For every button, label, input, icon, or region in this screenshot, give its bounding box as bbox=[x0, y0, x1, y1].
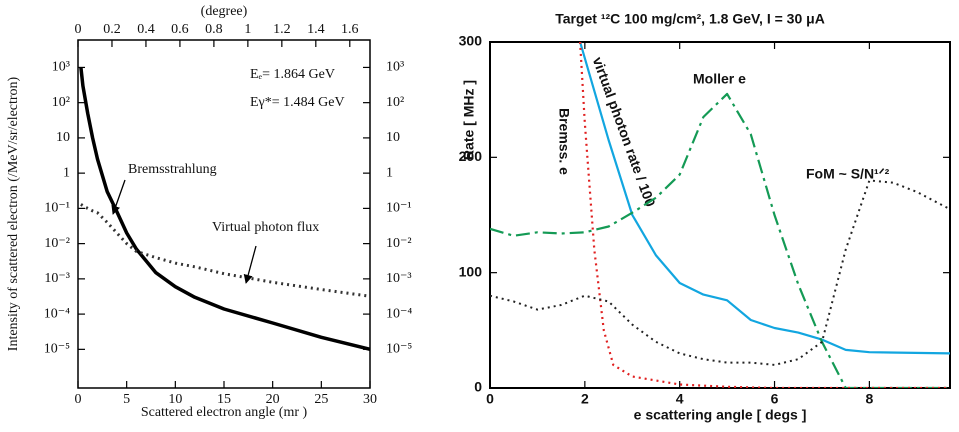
x-tick-label: 4 bbox=[676, 391, 684, 407]
x-axis-title: Scattered electron angle (mr ) bbox=[141, 405, 308, 420]
right-chart: 0 2 4 6 8 0 100 200 300 Target ¹²C 100 mg/cm², 1.… bbox=[459, 11, 951, 423]
x-tick-label: 5 bbox=[123, 392, 130, 407]
x2-tick-label: 0.2 bbox=[103, 22, 121, 37]
plot-frame bbox=[489, 41, 951, 389]
series-line bbox=[579, 42, 950, 355]
x2-tick-label: 0.4 bbox=[137, 22, 155, 37]
chart-title: Target ¹²C 100 mg/cm², 1.8 GeV, I = 30 μ… bbox=[555, 11, 825, 27]
y-tick-label-right: 10⁻¹ bbox=[386, 201, 412, 216]
y-tick-label: 10⁻⁴ bbox=[44, 306, 70, 321]
y-tick-label-right: 10⁻⁵ bbox=[386, 342, 412, 357]
y-tick-label: 10³ bbox=[52, 60, 70, 75]
series-line bbox=[80, 203, 370, 298]
series-label: FoM ~ S/N¹ᐟ² bbox=[806, 166, 890, 182]
y-tick-label: 10⁻³ bbox=[44, 271, 70, 286]
series-line bbox=[490, 179, 950, 366]
y-tick-label: 10⁻² bbox=[44, 236, 70, 251]
y-tick-label-right: 10⁻³ bbox=[386, 271, 412, 286]
x2-tick-label: 1.4 bbox=[307, 22, 325, 37]
y-tick-label: 10⁻⁵ bbox=[44, 342, 70, 357]
series-line bbox=[579, 42, 950, 388]
series-line bbox=[79, 67, 370, 351]
y-tick-label-right: 10³ bbox=[386, 60, 404, 75]
annotation: Eγ*= 1.484 GeV bbox=[250, 95, 345, 110]
x-tick-label: 15 bbox=[217, 392, 231, 407]
series-label: virtual photon rate / 100 bbox=[590, 55, 659, 209]
x2-tick-label: 0 bbox=[75, 22, 82, 37]
y-tick-label: 10² bbox=[52, 95, 70, 110]
y-tick-label-right: 10⁻⁴ bbox=[386, 306, 412, 321]
x2-tick-label: 1.6 bbox=[341, 22, 359, 37]
series-label: Moller e bbox=[693, 71, 746, 87]
y-tick-label: 100 bbox=[459, 263, 483, 279]
x-tick-label: 6 bbox=[771, 391, 779, 407]
label-arrow bbox=[243, 245, 257, 284]
left-chart: 0 5 10 15 20 25 30 0 0.2 0.4 0.6 0.8 1 1.2 1.4 1.6 10³ 10… bbox=[6, 4, 412, 420]
x-tick-label: 30 bbox=[363, 392, 377, 407]
x-tick-label: 8 bbox=[865, 391, 873, 407]
series-label: Bremss. e bbox=[556, 108, 572, 175]
y-tick-label: 10⁻¹ bbox=[44, 201, 70, 216]
x-tick-label: 2 bbox=[581, 391, 589, 407]
x2-tick-label: 0.8 bbox=[205, 22, 223, 37]
y-tick-label: 10 bbox=[56, 130, 70, 145]
x-tick-label: 20 bbox=[266, 392, 280, 407]
y-tick-label: 0 bbox=[474, 379, 482, 395]
plot-frame bbox=[77, 39, 371, 389]
y-tick-label: 200 bbox=[459, 148, 483, 164]
series-line bbox=[490, 92, 950, 388]
y-axis-title: Rate [ MHz ] bbox=[461, 80, 477, 160]
x2-tick-label: 0.6 bbox=[171, 22, 189, 37]
y-tick-label-right: 10⁻² bbox=[386, 236, 412, 251]
y-axis-title: Intensity of scattered electron (/MeV/sr… bbox=[6, 76, 21, 351]
x-tick-label: 0 bbox=[75, 392, 82, 407]
series-label: Bremsstrahlung bbox=[128, 162, 217, 177]
x-axis-title: e scattering angle [ degs ] bbox=[634, 407, 807, 423]
annotation: Eₑ= 1.864 GeV bbox=[250, 67, 335, 82]
x-tick-label: 0 bbox=[486, 391, 494, 407]
series-label: Virtual photon flux bbox=[212, 220, 319, 235]
x-tick-label: 10 bbox=[168, 392, 182, 407]
y-tick-label: 1 bbox=[63, 165, 70, 180]
y-tick-label-right: 10 bbox=[386, 130, 400, 145]
x2-tick-label: 1 bbox=[244, 22, 251, 37]
x-tick-label: 25 bbox=[314, 392, 328, 407]
y-tick-label: 300 bbox=[459, 33, 483, 49]
x2-axis-title: (degree) bbox=[201, 4, 248, 19]
label-arrow bbox=[111, 179, 126, 215]
y-tick-label-right: 1 bbox=[386, 165, 393, 180]
x2-tick-label: 1.2 bbox=[273, 22, 291, 37]
y-tick-label-right: 10² bbox=[386, 95, 404, 110]
